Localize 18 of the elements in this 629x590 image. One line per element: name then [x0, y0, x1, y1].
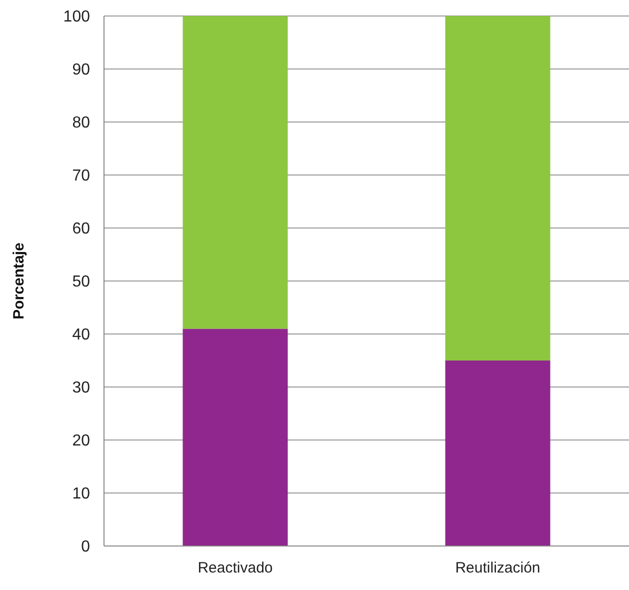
y-tick-label: 90 — [72, 62, 90, 79]
y-tick-label: 80 — [72, 114, 90, 132]
y-tick-label: 70 — [72, 168, 90, 185]
y-tick-label: 0 — [81, 538, 90, 556]
y-tick-label: 60 — [72, 220, 90, 238]
bar — [182, 16, 288, 329]
y-tick-label: 10 — [72, 486, 90, 503]
bar — [445, 360, 550, 546]
y-axis-title: Porcentaje — [10, 242, 28, 320]
bar — [445, 16, 550, 360]
y-tick-label: 30 — [72, 380, 90, 397]
y-tick-label: 100 — [63, 8, 90, 26]
x-tick-label: Reactivado — [198, 560, 273, 577]
bar — [182, 328, 288, 546]
y-tick-label: 20 — [72, 432, 90, 450]
y-tick-label: 50 — [72, 274, 90, 291]
y-tick-label: 40 — [72, 326, 90, 344]
x-tick-label: Reutilización — [455, 560, 540, 577]
